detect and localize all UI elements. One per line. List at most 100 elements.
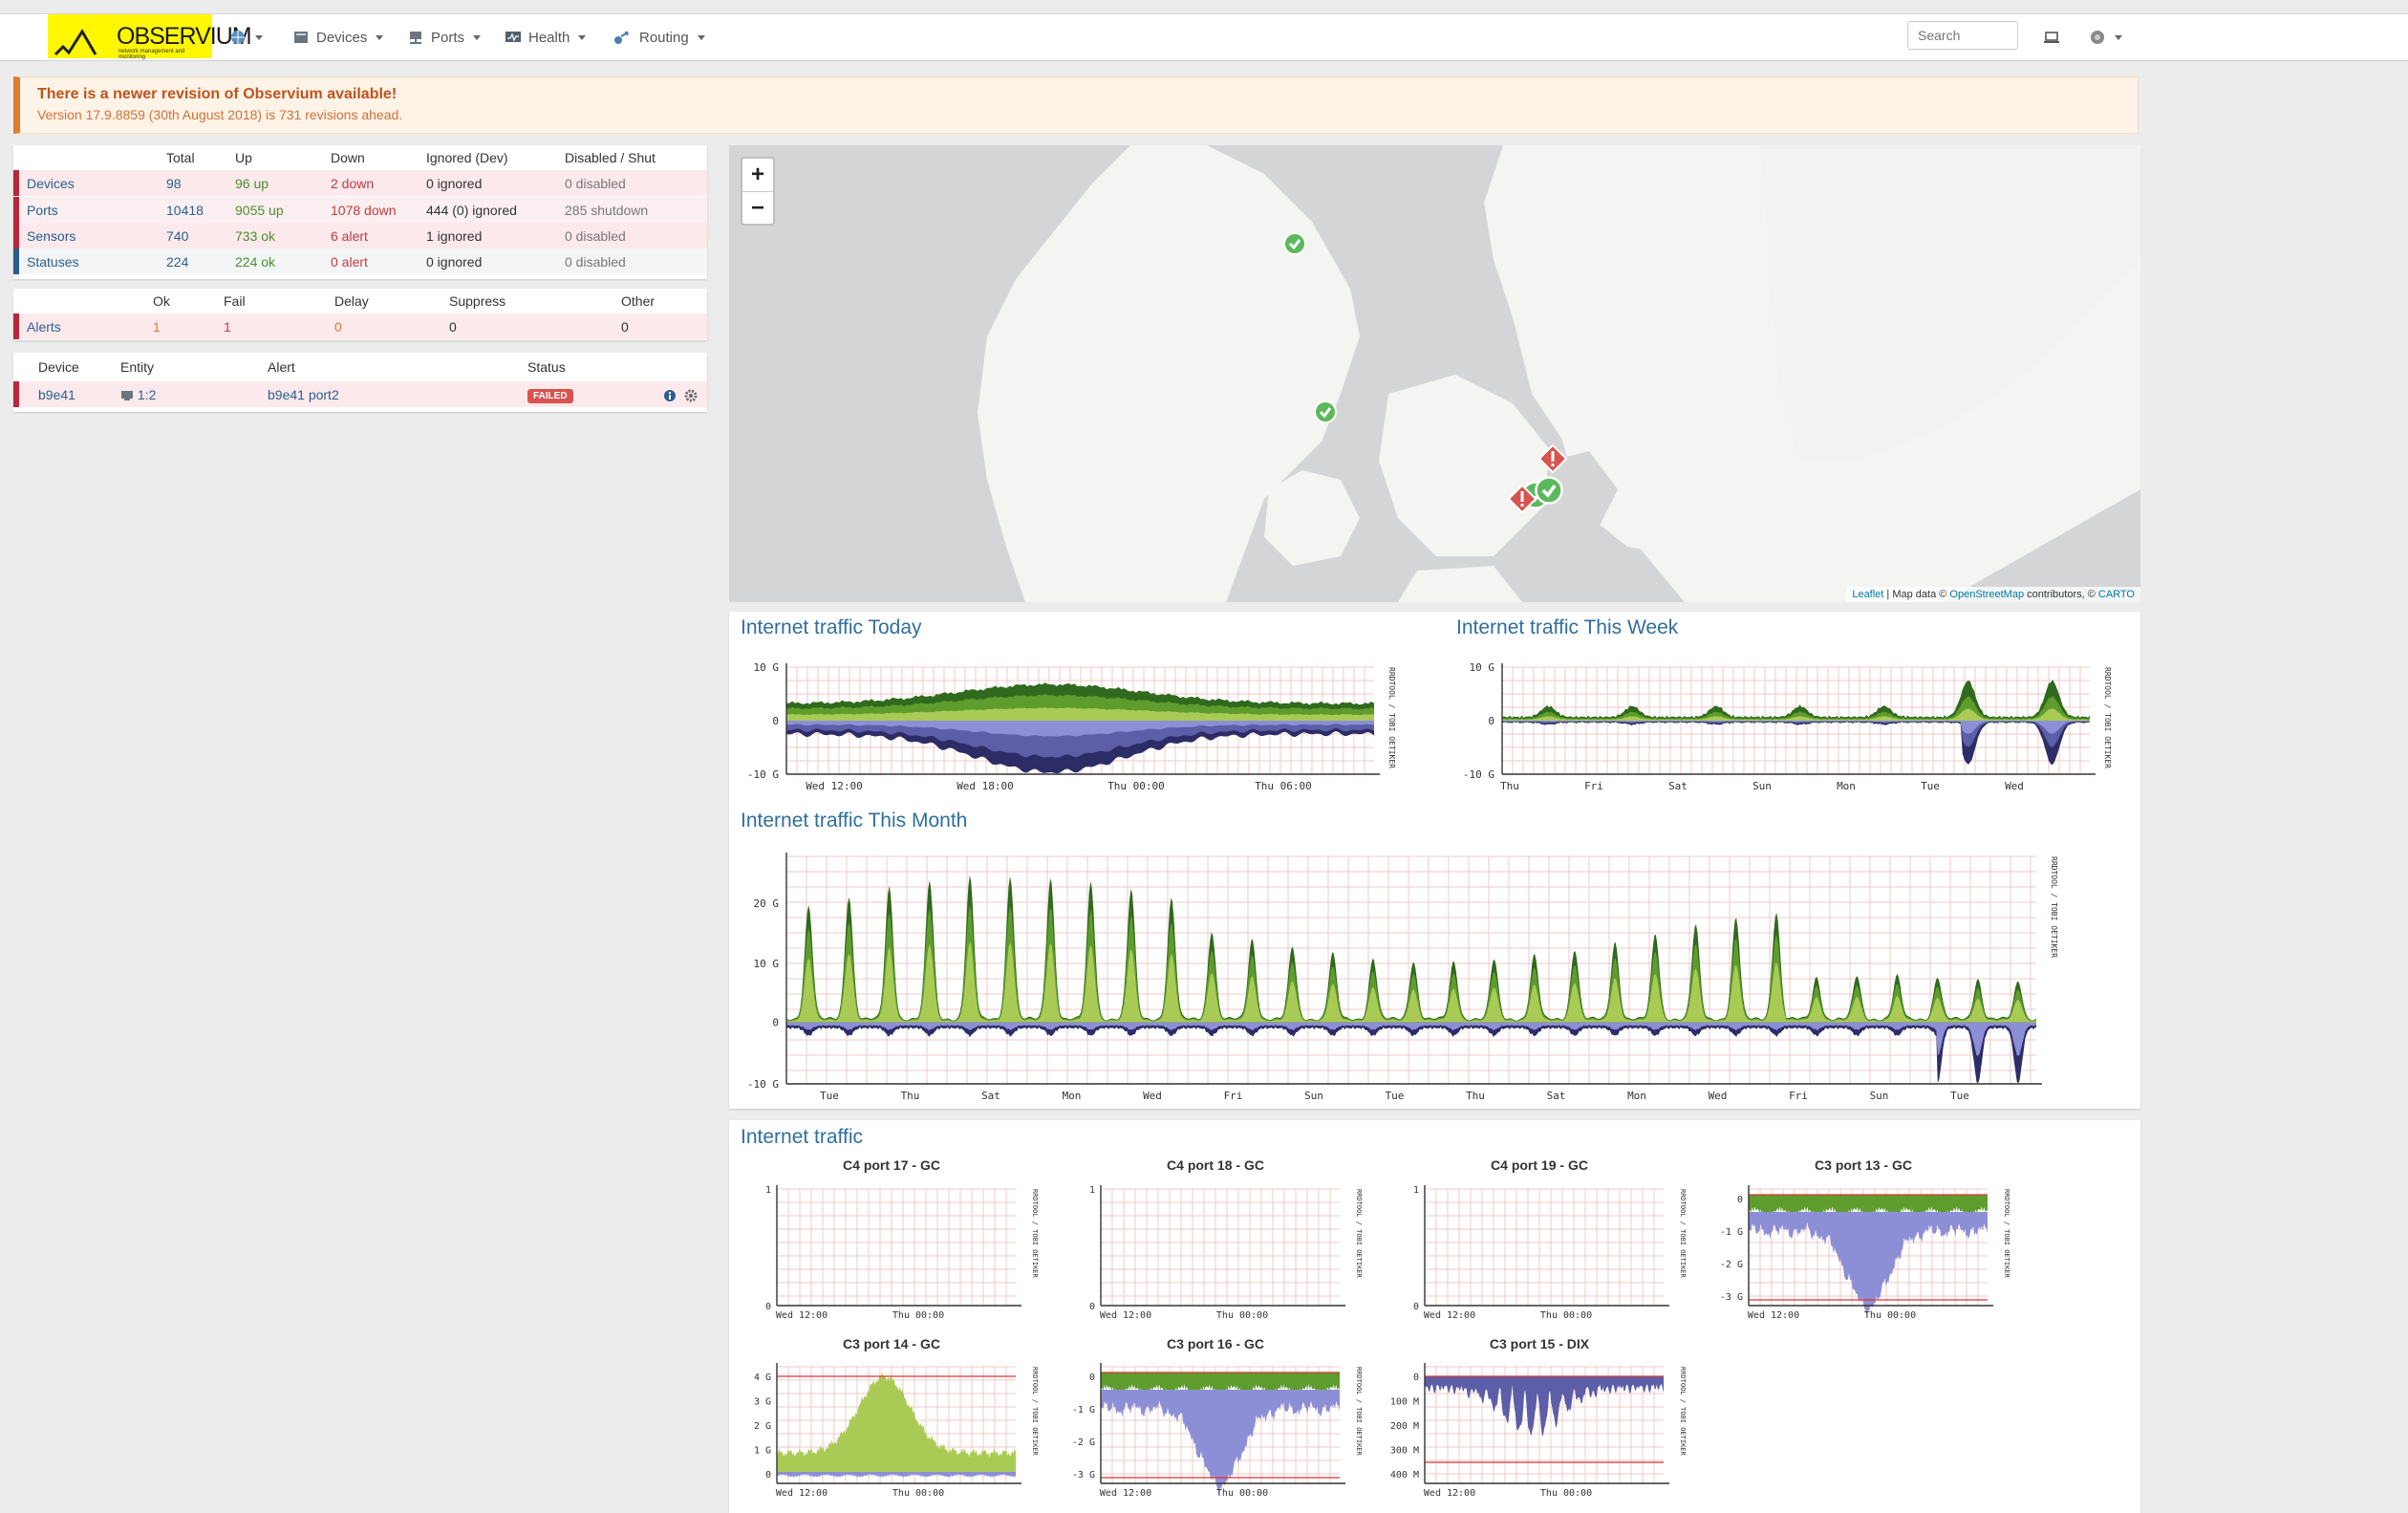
graph-title-today: Internet traffic Today (741, 616, 922, 638)
alert-list-panel: Device Entity Alert Status b9e41 1:2 b9e… (13, 353, 707, 412)
value-ok: 1 (153, 313, 224, 339)
carto-link[interactable]: CARTO (2097, 589, 2135, 600)
x-tick-label: Wed 12:00 (1424, 1488, 1475, 1499)
display-toggle-button[interactable] (2043, 27, 2060, 48)
value-disabled: 0 disabled (565, 223, 707, 249)
alert-entity[interactable]: 1:2 (120, 381, 268, 407)
alert-name-link[interactable]: b9e41 port2 (268, 381, 527, 407)
value-ignored: 0 ignored (426, 253, 483, 270)
y-tick-label: 4 G (754, 1373, 771, 1383)
port-graph[interactable]: 1 0 Wed 12:00 Thu 00:00 RRDTOOL / TOBI OETIK… (1064, 1178, 1380, 1327)
attribution-text: contributors, © (2024, 589, 2098, 600)
value-up: 733 ok (235, 223, 331, 249)
user-menu[interactable] (2089, 27, 2122, 48)
search-input[interactable] (1907, 21, 2018, 50)
row-label[interactable]: Ports (19, 196, 166, 223)
y-tick-label: 0 (1488, 715, 1494, 727)
x-tick-label: Thu 00:00 (1107, 780, 1165, 792)
y-tick-label: 10 G (1470, 661, 1495, 674)
x-tick-label: Thu 06:00 (1255, 780, 1312, 792)
x-tick-label: Wed 12:00 (1100, 1488, 1151, 1499)
x-tick-label: Sat (1547, 1090, 1566, 1101)
leaflet-link[interactable]: Leaflet (1852, 589, 1884, 600)
col-ok: Ok (153, 293, 170, 309)
rrdtool-credit: RRDTOOL / TOBI OETIKER (1387, 667, 1396, 768)
summary-row-statuses[interactable]: Statuses 224 224 ok 0 alert 0 ignored 0 … (13, 249, 707, 274)
map-tiles (729, 145, 2140, 602)
monitor-health-icon (505, 32, 521, 42)
x-tick-label: Sun (1752, 780, 1772, 792)
update-available-alert: There is a newer revision of Observium a… (13, 76, 2139, 134)
value-other: 0 (621, 313, 707, 339)
port-graph-title: C4 port 19 - GC (1491, 1157, 1588, 1173)
port-graph[interactable]: 1 0 Wed 12:00 Thu 00:00 RRDTOOL / TOBI OETIK… (1388, 1178, 1704, 1327)
x-tick-label: Sun (1870, 1090, 1889, 1101)
nav-devices[interactable]: Devices (292, 27, 384, 48)
gear-icon[interactable] (684, 389, 698, 402)
traffic-in-area (1502, 696, 2090, 721)
y-tick-label: 0 (1413, 1302, 1419, 1312)
value-ignored: 444 (0) ignored (426, 196, 565, 223)
value-disabled: 285 shutdown (565, 196, 707, 223)
traffic-week-graph[interactable]: 10 G 0 -10 G Thu Fri Sat Sun Mon Tue Wed RRDTOOL /… (1456, 650, 2135, 803)
y-tick-label: 20 G (754, 897, 780, 910)
status-badge: FAILED (527, 388, 573, 403)
observium-logo[interactable]: OBSERVIUM network management and monitor… (48, 14, 252, 60)
y-tick-label: -200 M (1388, 1421, 1419, 1432)
rrdtool-credit: RRDTOOL / TOBI OETIKER (1031, 1367, 1039, 1457)
x-tick-label: Wed (1709, 1090, 1728, 1101)
value-total: 10418 (166, 196, 235, 223)
map-marker-ok-icon[interactable] (1313, 400, 1338, 424)
y-tick-label: 0 (772, 715, 779, 727)
info-icon[interactable] (663, 389, 677, 402)
logo-text: OBSERVIUM (117, 23, 252, 50)
nav-routing[interactable]: Routing (613, 27, 705, 48)
row-label[interactable]: Sensors (19, 223, 166, 249)
map-marker-alert-icon[interactable] (1536, 442, 1570, 476)
x-tick-label: Wed (2005, 780, 2024, 792)
y-tick-label: 1 (765, 1185, 771, 1196)
zoom-out-button[interactable]: − (750, 195, 764, 221)
traffic-out-area (1749, 1212, 1988, 1318)
y-tick-label: 0 (765, 1470, 771, 1481)
traffic-out-area (1502, 721, 2090, 734)
x-tick-label: Wed 12:00 (776, 1488, 828, 1499)
value-total: 740 (166, 223, 235, 249)
x-tick-label: Thu (901, 1090, 920, 1101)
traffic-today-graph[interactable]: 10 G 0 -10 G Wed 12:00 Wed 18:00 Thu 00:00 Thu… (741, 650, 1429, 803)
port-graph[interactable]: 0 -100 M -200 M -300 M -400 M Wed 12:00 Thu 00… (1388, 1355, 1704, 1506)
zoom-in-button[interactable]: + (742, 159, 773, 192)
nav-ports[interactable]: Ports (407, 27, 482, 48)
map-marker-ok-icon[interactable] (1534, 475, 1564, 506)
globe-menu[interactable] (229, 27, 263, 48)
summary-row-ports[interactable]: Ports 10418 9055 up 1078 down 444 (0) ig… (13, 196, 707, 223)
summary-row-sensors[interactable]: Sensors 740 733 ok 6 alert 1 ignored 0 d… (13, 223, 707, 249)
row-label[interactable]: Devices (19, 170, 166, 197)
y-tick-label: 1 (1413, 1185, 1419, 1196)
summary-row-devices[interactable]: Devices 98 96 up 2 down 0 ignored 0 disa… (13, 170, 707, 197)
port-graph[interactable]: 1 0 Wed 12:00 Thu 00:00 RRDTOOL / TOBI OETIK… (741, 1178, 1056, 1327)
chevron-down-icon (697, 34, 705, 40)
port-graph[interactable]: 0 -1 G -2 G -3 G Wed 12:00 Thu 00:00 RRDTOOL /… (1712, 1178, 2028, 1327)
osm-link[interactable]: OpenStreetMap (1949, 589, 2025, 600)
alert-row[interactable]: b9e41 1:2 b9e41 port2 FAILED (13, 381, 707, 407)
row-label[interactable]: Statuses (27, 253, 79, 270)
map-marker-ok-icon[interactable] (1282, 231, 1307, 256)
port-graph[interactable]: 0 -1 G -2 G -3 G Wed 12:00 Thu 00:00 RRDTOOL /… (1064, 1355, 1380, 1506)
alerts-label[interactable]: Alerts (19, 313, 153, 339)
map-marker-alert-icon[interactable] (1505, 482, 1539, 516)
col-up: Up (235, 150, 252, 165)
y-tick-label: 1 (1089, 1185, 1095, 1196)
port-graph-title: C3 port 13 - GC (1815, 1157, 1912, 1173)
status-summary-table: Total Up Down Ignored (Dev) Disabled / S… (13, 145, 707, 274)
alert-device-link[interactable]: b9e41 (19, 381, 120, 407)
y-tick-label: 0 (772, 1017, 779, 1029)
update-alert-title: There is a newer revision of Observium a… (37, 86, 398, 102)
port-graph[interactable]: 4 G 3 G 2 G 1 G 0 Wed 12:00 Thu 00:00 RRDTOOL /… (741, 1355, 1056, 1506)
x-tick-label: Wed 12:00 (1748, 1310, 1799, 1321)
traffic-in-area (1502, 708, 2090, 721)
nav-health[interactable]: Health (505, 27, 587, 48)
device-map[interactable]: + − Leaflet | Map data © OpenStreetMap c… (729, 145, 2140, 602)
alerts-summary-row[interactable]: Alerts 1 1 0 0 0 (13, 313, 707, 339)
traffic-month-graph[interactable]: 20 G 10 G 0 -10 G Tue Thu Sat Mon Wed Fri Sun Tue Th… (741, 841, 2136, 1101)
